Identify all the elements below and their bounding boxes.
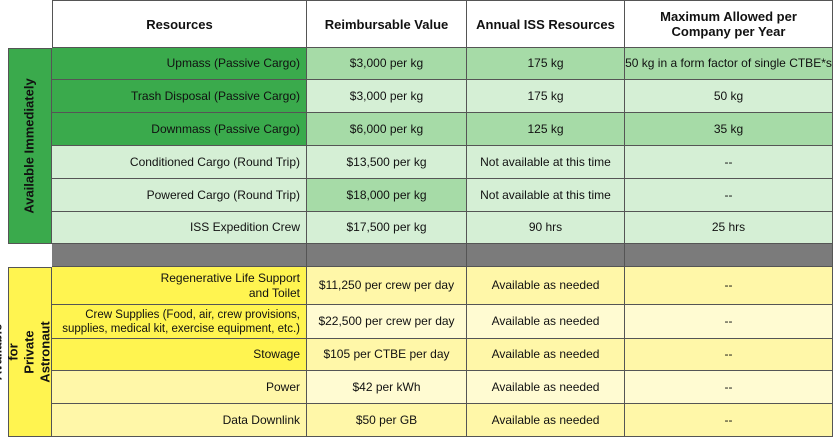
table-cell-annual: 175 kg: [467, 80, 625, 113]
header-maximum-allowed: Maximum Allowed per Company per Year: [625, 0, 833, 48]
header-resources: Resources: [52, 0, 307, 48]
table-cell-value: $3,000 per kg: [307, 48, 467, 80]
table-row-resource: Downmass (Passive Cargo): [52, 113, 307, 146]
table-row-resource: Trash Disposal (Passive Cargo): [52, 80, 307, 113]
group-label-available-immediately: Available Immediately: [8, 48, 52, 244]
group-label-private-astronaut-missions: Available for Private Astronaut Missions: [0, 267, 69, 437]
table-row-resource: Stowage: [52, 339, 307, 371]
table-cell-annual: Not available at this time: [467, 146, 625, 179]
separator-cell: [52, 244, 307, 267]
table-cell-max: --: [625, 404, 833, 437]
table-row-resource: Crew Supplies (Food, air, crew provision…: [52, 305, 307, 339]
header-annual-iss-resources: Annual ISS Resources: [467, 0, 625, 48]
table-cell-annual: Available as needed: [467, 267, 625, 305]
table-cell-annual: 90 hrs: [467, 212, 625, 244]
table-row-resource: Regenerative Life Support and Toilet: [52, 267, 307, 305]
table-cell-annual: Available as needed: [467, 339, 625, 371]
table-cell-max: --: [625, 179, 833, 212]
table-cell-max: 35 kg: [625, 113, 833, 146]
table-row-resource: Upmass (Passive Cargo): [52, 48, 307, 80]
table-row-resource: Powered Cargo (Round Trip): [52, 179, 307, 212]
separator-cell: [467, 244, 625, 267]
table-cell-annual: Not available at this time: [467, 179, 625, 212]
table-cell-max: 50 kg in a form factor of single CTBE*s: [625, 48, 833, 80]
table-cell-value: $11,250 per crew per day: [307, 267, 467, 305]
table-cell-annual: Available as needed: [467, 371, 625, 404]
separator-cell: [307, 244, 467, 267]
table-cell-max: --: [625, 146, 833, 179]
table-cell-value: $17,500 per kg: [307, 212, 467, 244]
separator-cell: [625, 244, 833, 267]
table-cell-value: $105 per CTBE per day: [307, 339, 467, 371]
table-cell-max: 50 kg: [625, 80, 833, 113]
table-cell-max: --: [625, 371, 833, 404]
table-row-resource: Conditioned Cargo (Round Trip): [52, 146, 307, 179]
table-cell-annual: Available as needed: [467, 404, 625, 437]
table-cell-annual: Available as needed: [467, 305, 625, 339]
table-row-resource: Power: [52, 371, 307, 404]
table-cell-value: $42 per kWh: [307, 371, 467, 404]
table-cell-annual: 125 kg: [467, 113, 625, 146]
table-cell-value: $6,000 per kg: [307, 113, 467, 146]
table-row-resource: Data Downlink: [52, 404, 307, 437]
table-cell-max: --: [625, 339, 833, 371]
table-row-resource: ISS Expedition Crew: [52, 212, 307, 244]
table-cell-max: --: [625, 305, 833, 339]
table-cell-max: 25 hrs: [625, 212, 833, 244]
header-reimbursable-value: Reimbursable Value: [307, 0, 467, 48]
table-cell-annual: 175 kg: [467, 48, 625, 80]
table-cell-value: $13,500 per kg: [307, 146, 467, 179]
table-cell-max: --: [625, 267, 833, 305]
table-cell-value: $3,000 per kg: [307, 80, 467, 113]
table-cell-value: $22,500 per crew per day: [307, 305, 467, 339]
table-cell-value: $18,000 per kg: [307, 179, 467, 212]
table-cell-value: $50 per GB: [307, 404, 467, 437]
